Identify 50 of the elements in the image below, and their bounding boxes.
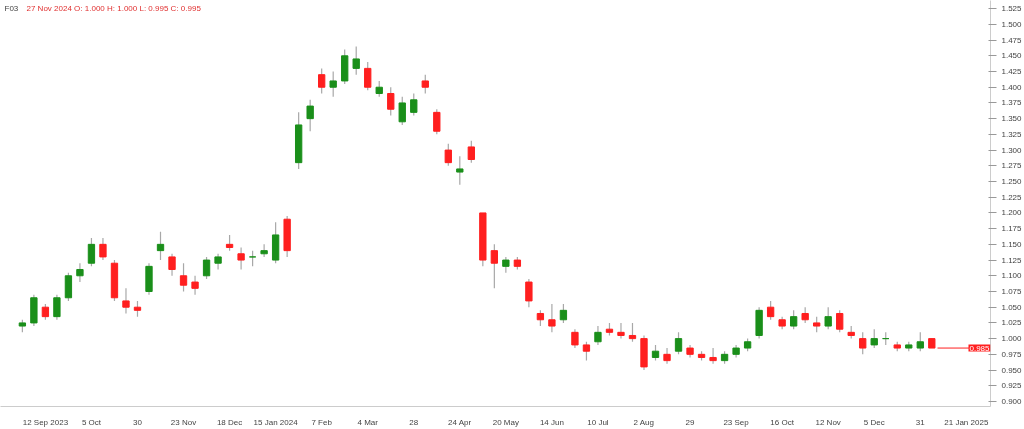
x-tick-label: 20 May	[492, 417, 519, 427]
y-tick-label: 0.925	[1001, 381, 1023, 391]
x-tick-label: 24 Apr	[448, 417, 472, 427]
y-tick-label: 1.325	[1001, 129, 1023, 139]
y-tick-label: 1.350	[1001, 114, 1023, 124]
x-tick-label: 5 Dec	[863, 417, 885, 427]
x-tick-label: 18 Dec	[216, 417, 243, 427]
x-tick-label: 23 Nov	[170, 417, 197, 427]
y-tick-label: 1.450	[1001, 51, 1023, 61]
x-tick-label: 23 Sep	[723, 417, 750, 427]
x-tick-label: 16 Oct	[770, 417, 795, 427]
x-tick-label: 12 Nov	[815, 417, 841, 427]
x-tick-label: 7 Feb	[311, 417, 333, 427]
x-tick-label: 2 Aug	[633, 417, 655, 427]
y-tick-label: 1.225	[1001, 192, 1023, 202]
y-tick-label: 1.400	[1001, 82, 1023, 92]
y-tick-label: 1.375	[1001, 98, 1023, 108]
y-tick-label: 1.075	[1001, 286, 1023, 296]
x-tick-label: 10 Jul	[587, 417, 609, 427]
x-tick-label: 30	[133, 417, 143, 427]
y-tick-label: 1.500	[1001, 19, 1023, 29]
x-tick-label: 28	[409, 417, 419, 427]
y-tick-label: 1.250	[1001, 177, 1023, 186]
x-tick-label: 31	[915, 417, 926, 427]
y-tick-label: 1.525	[1001, 4, 1023, 14]
chart-title: F03	[4, 3, 19, 13]
y-tick-label: 1.050	[1001, 302, 1023, 312]
y-tick-label: 1.475	[1001, 35, 1023, 45]
y-tick-label: 1.150	[1001, 239, 1023, 249]
x-tick-label: 21 Jan 2025	[944, 417, 989, 427]
y-tick-label: 1.300	[1001, 145, 1023, 155]
y-tick-label: 0.975	[1001, 349, 1023, 359]
y-tick-label: 1.025	[1001, 318, 1023, 328]
x-tick-label: 5 Oct	[81, 417, 102, 427]
x-tick-label: 29	[685, 417, 696, 427]
y-tick-label: 1.175	[1001, 224, 1023, 234]
x-tick-label: 14 Jun	[539, 417, 564, 427]
y-tick-label: 1.000	[1001, 334, 1023, 344]
y-tick-label: 1.275	[1001, 161, 1023, 171]
y-tick-label: 0.900	[1001, 396, 1023, 406]
ref-line-label: 0.985	[969, 343, 991, 353]
x-tick-label: 15 Jan 2024	[253, 417, 299, 427]
x-tick-label: 4 Mar	[357, 417, 379, 427]
y-tick-label: 1.100	[1001, 271, 1023, 281]
y-tick-label: 0.950	[1001, 365, 1023, 375]
chart-subtitle: 27 Nov 2024 O: 1.000 H: 1.000 L: 0.995 C: 0.995	[26, 3, 202, 13]
y-tick-label: 1.200	[1001, 208, 1023, 218]
x-tick-label: 12 Sep 2023	[22, 417, 69, 427]
y-tick-label: 1.425	[1001, 67, 1023, 77]
y-tick-label: 1.125	[1001, 255, 1023, 265]
